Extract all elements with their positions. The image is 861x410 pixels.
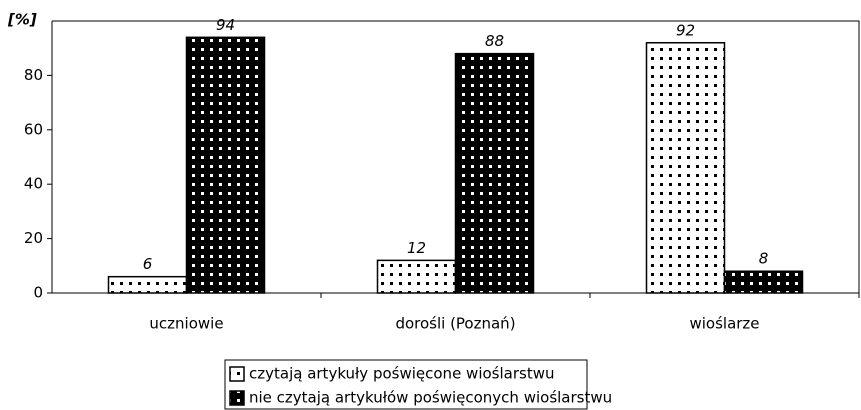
y-tick-label: 20 [24, 229, 43, 247]
bar [185, 36, 266, 294]
y-axis-label: [%] [7, 11, 37, 29]
y-tick-label: 40 [24, 175, 43, 193]
legend-swatch [229, 390, 245, 406]
legend-label: czytają artykuły poświęcone wioślarstwu [249, 365, 555, 383]
bar [645, 42, 726, 294]
legend-box [224, 359, 588, 410]
x-tick-label: dorośli (Poznań) [395, 315, 515, 333]
legend-label: nie czytają artykułów poświęconych wiośl… [249, 389, 612, 407]
legend-swatch [229, 366, 245, 382]
data-label: 12 [407, 239, 426, 257]
x-tick-label: wioślarze [689, 315, 759, 333]
y-tick-label: 60 [24, 120, 43, 138]
y-tick-label: 80 [24, 66, 43, 84]
x-tick-label: uczniowie [149, 315, 223, 333]
bar [107, 275, 188, 294]
bar [454, 52, 535, 294]
data-label: 88 [485, 32, 504, 50]
y-tick-label: 0 [33, 284, 43, 302]
data-label: 92 [676, 21, 695, 39]
data-label: 94 [216, 16, 235, 34]
bar [376, 259, 457, 294]
plot-frame [52, 20, 860, 293]
data-label: 8 [759, 250, 769, 268]
data-label: 6 [143, 255, 153, 273]
bar [723, 270, 804, 294]
